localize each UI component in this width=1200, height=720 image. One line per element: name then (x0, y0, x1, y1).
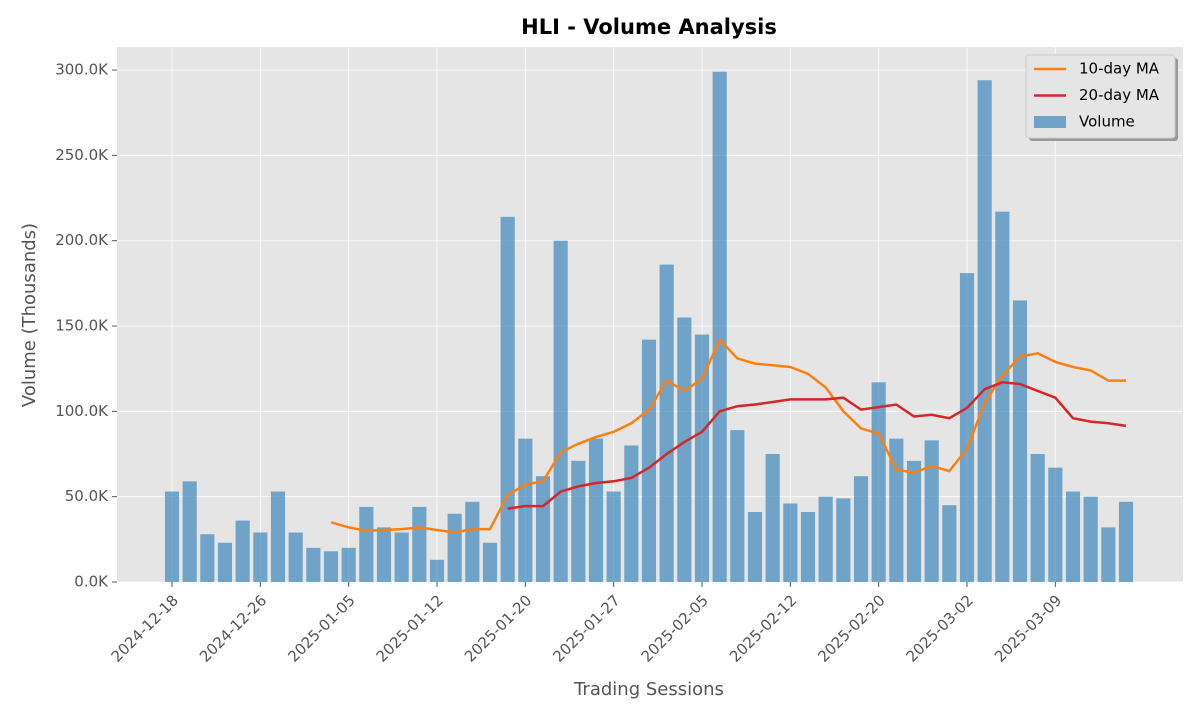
bar (641, 339, 657, 582)
bar (995, 211, 1010, 582)
bar (959, 273, 975, 582)
bar (606, 491, 621, 582)
bar (747, 512, 763, 582)
bar (359, 506, 374, 582)
bar (1065, 491, 1081, 582)
y-tick-label: 50.0K (65, 487, 109, 505)
bar (164, 491, 180, 582)
bar (1101, 527, 1116, 582)
bar (1118, 501, 1134, 582)
bar (482, 542, 498, 582)
bar (588, 438, 604, 582)
bar (853, 476, 869, 582)
bar (659, 264, 674, 582)
bar (394, 532, 409, 582)
bar (323, 551, 339, 582)
legend-label: 10-day MA (1079, 60, 1160, 78)
x-tick-label: 2024-12-18 (108, 591, 182, 665)
bar (253, 532, 268, 582)
ma-line (330, 337, 1126, 534)
bar (624, 445, 639, 582)
bar (924, 440, 939, 582)
bar (465, 501, 480, 582)
y-tick-label: 0.0K (74, 573, 109, 591)
bar (518, 438, 533, 582)
bar (818, 496, 833, 582)
y-axis-label: Volume (Thousands) (19, 223, 40, 407)
bar (889, 438, 904, 582)
x-tick-label: 2025-03-02 (903, 591, 977, 665)
bar (730, 430, 745, 582)
bar (306, 547, 321, 582)
bar (270, 491, 286, 582)
bar (1048, 467, 1063, 582)
x-tick-label: 2025-02-20 (814, 591, 888, 665)
x-tick-label: 2025-03-09 (991, 591, 1065, 665)
chart-title: HLI - Volume Analysis (521, 15, 777, 39)
y-tick-label: 100.0K (55, 402, 109, 420)
bar (712, 71, 727, 583)
bar (553, 240, 568, 582)
bar (412, 506, 427, 582)
bar (783, 503, 798, 582)
bar (1012, 300, 1028, 582)
bar (1083, 496, 1098, 582)
x-tick-label: 2025-02-05 (638, 591, 712, 665)
bar (765, 454, 780, 582)
bar (677, 317, 692, 582)
bar (447, 513, 462, 582)
x-tick-label: 2025-01-12 (373, 591, 447, 665)
bar (182, 481, 197, 582)
bar (500, 216, 515, 582)
bar (571, 460, 586, 582)
y-tick-label: 250.0K (55, 146, 109, 164)
legend-swatch (1034, 116, 1066, 128)
bar (341, 547, 356, 582)
bar (977, 80, 992, 582)
x-tick-label: 2025-01-05 (284, 591, 358, 665)
bar (217, 542, 233, 582)
bar (288, 532, 303, 582)
bar (376, 527, 392, 582)
x-axis-label: Trading Sessions (573, 679, 724, 700)
y-tick-label: 150.0K (55, 317, 109, 335)
x-tick-label: 2025-01-20 (461, 591, 535, 665)
legend-label: Volume (1079, 113, 1135, 131)
bar (535, 476, 551, 582)
legend-label: 20-day MA (1079, 86, 1160, 104)
bar (694, 334, 710, 582)
x-tick-label: 2025-01-27 (549, 591, 623, 665)
y-tick-label: 300.0K (55, 61, 109, 79)
y-tick-label: 200.0K (55, 231, 109, 249)
bar (942, 505, 957, 582)
ma-line (507, 381, 1127, 510)
bar (800, 512, 816, 582)
bar (200, 534, 215, 582)
bar (235, 520, 250, 582)
bar (871, 382, 886, 582)
bar (906, 460, 922, 582)
bar (429, 559, 445, 582)
x-tick-label: 2025-02-12 (726, 591, 800, 665)
x-tick-label: 2024-12-26 (196, 591, 270, 665)
bar (836, 498, 851, 582)
bar (1030, 454, 1045, 582)
